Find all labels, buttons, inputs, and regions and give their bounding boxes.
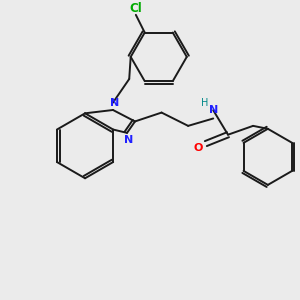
Text: N: N xyxy=(110,98,119,108)
Text: Cl: Cl xyxy=(130,2,142,15)
Text: H: H xyxy=(201,98,208,108)
Text: N: N xyxy=(209,105,218,115)
Text: N: N xyxy=(124,135,133,145)
Text: O: O xyxy=(194,143,203,153)
